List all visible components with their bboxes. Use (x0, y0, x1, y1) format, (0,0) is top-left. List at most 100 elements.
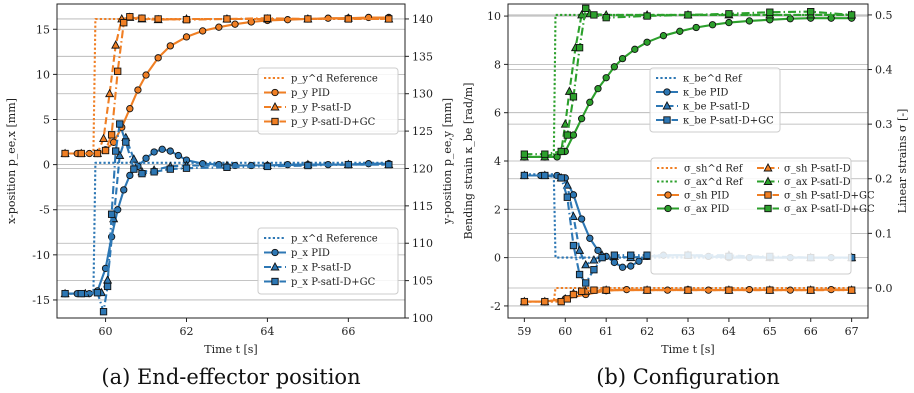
data-point (847, 11, 856, 19)
y-tick-label: -2 (490, 300, 501, 313)
panel-b-y-label: Bending strain κ_be [rad/m] (462, 83, 475, 240)
legend-label: p_x P-satI-D (291, 263, 351, 274)
data-point (590, 286, 598, 294)
legend-label: p_x P-satI-D+GC (291, 277, 376, 288)
legend-marker (271, 248, 279, 257)
data-point (107, 131, 116, 139)
y2-tick-label: 100 (412, 312, 433, 325)
data-point (692, 23, 700, 32)
data-point (263, 14, 272, 22)
data-point (99, 308, 108, 316)
y-tick-label: -10 (32, 249, 50, 262)
data-point (602, 14, 610, 22)
data-point (61, 289, 69, 298)
x-tick-label: 60 (99, 325, 113, 338)
y2-tick-label: 130 (412, 88, 433, 101)
y-tick-label: 5 (43, 113, 50, 126)
legend-marker (271, 277, 279, 286)
x-tick-label: 63 (681, 325, 695, 338)
data-point (643, 286, 651, 294)
y2-tick-label: 0.3 (875, 118, 893, 131)
legend-marker (764, 204, 772, 213)
panel-b-caption: (b) Configuration (596, 365, 780, 389)
data-point (618, 263, 627, 271)
data-point (134, 86, 142, 94)
data-point (344, 160, 352, 169)
data-point (77, 149, 85, 158)
x-tick-label: 64 (722, 325, 736, 338)
data-point (304, 15, 312, 23)
y-tick-label: 0 (43, 159, 50, 172)
data-point (659, 32, 668, 40)
data-point (581, 259, 591, 269)
data-point (602, 74, 610, 82)
legend-marker (763, 163, 773, 172)
panel-b-y2-ticks: 0.0 0.1 0.2 0.3 0.4 0.5 (868, 9, 893, 295)
legend-marker (764, 191, 772, 199)
legend-marker (663, 88, 671, 96)
panel-a-x-ticks: 60 62 64 66 (99, 318, 355, 338)
y-tick-label: -5 (39, 204, 50, 217)
y2-tick-label: 0.2 (875, 173, 893, 186)
y2-tick-label: 135 (412, 50, 433, 63)
panel-a-legend-x: p_x^d Reference p_x PID p_x P-satI-D p_x P-… (257, 227, 399, 295)
data-point (385, 160, 393, 169)
panel-b-x-ticks: 59 60 61 62 63 64 65 66 67 (517, 318, 859, 338)
data-point (154, 54, 162, 62)
data-point (520, 171, 529, 180)
y2-tick-label: 0.0 (875, 282, 893, 295)
data-point (725, 10, 733, 18)
data-point (594, 84, 602, 93)
data-point (182, 164, 191, 172)
x-tick-label: 67 (845, 325, 859, 338)
data-point (130, 165, 138, 173)
data-point (557, 147, 565, 156)
y-tick-label: 0 (494, 252, 501, 265)
x-tick-label: 65 (763, 325, 777, 338)
data-point (725, 286, 733, 294)
x-tick-label: 62 (640, 325, 654, 338)
panel-b-y-ticks: -2 0 2 4 6 8 10 (487, 10, 508, 313)
legend-label: κ_be P-satI-D (683, 102, 750, 113)
x-tick-label: 62 (179, 325, 193, 338)
data-point (586, 234, 594, 242)
series-line (65, 15, 389, 155)
data-point (120, 19, 128, 27)
data-point (166, 147, 174, 155)
data-point (807, 7, 815, 16)
data-point (598, 253, 606, 262)
y2-tick-label: 0.4 (875, 64, 893, 77)
data-point (627, 251, 635, 259)
data-point (610, 251, 619, 259)
data-point (582, 4, 590, 13)
data-point (557, 297, 565, 306)
data-point (575, 245, 585, 254)
data-point (684, 11, 692, 19)
y-tick-label: 15 (36, 23, 50, 36)
data-point (590, 11, 598, 19)
data-point (520, 150, 529, 158)
data-point (745, 17, 754, 25)
data-point (541, 297, 549, 306)
data-point (766, 286, 774, 294)
data-point (684, 286, 692, 294)
data-point (304, 161, 312, 170)
panel-a-y2-ticks: 100 105 110 115 120 125 130 135 140 (405, 13, 433, 325)
y2-tick-label: 115 (412, 200, 433, 213)
data-point (563, 295, 571, 303)
legend-label: κ_be^d Ref (683, 74, 743, 85)
data-point (786, 15, 794, 23)
data-point (582, 279, 590, 287)
data-point (569, 93, 578, 101)
data-point (93, 289, 102, 297)
series-ax-p-sati-d-gc (520, 4, 856, 158)
y-tick-label: -15 (32, 294, 50, 307)
data-point (122, 138, 130, 146)
legend-marker (271, 88, 279, 97)
x-tick-label: 66 (341, 325, 355, 338)
y-tick-label: 4 (494, 155, 501, 168)
legend-label: p_y P-satI-D+GC (291, 117, 376, 128)
data-point (541, 171, 549, 180)
legend-label: σ_sh^d Ref (684, 164, 744, 175)
